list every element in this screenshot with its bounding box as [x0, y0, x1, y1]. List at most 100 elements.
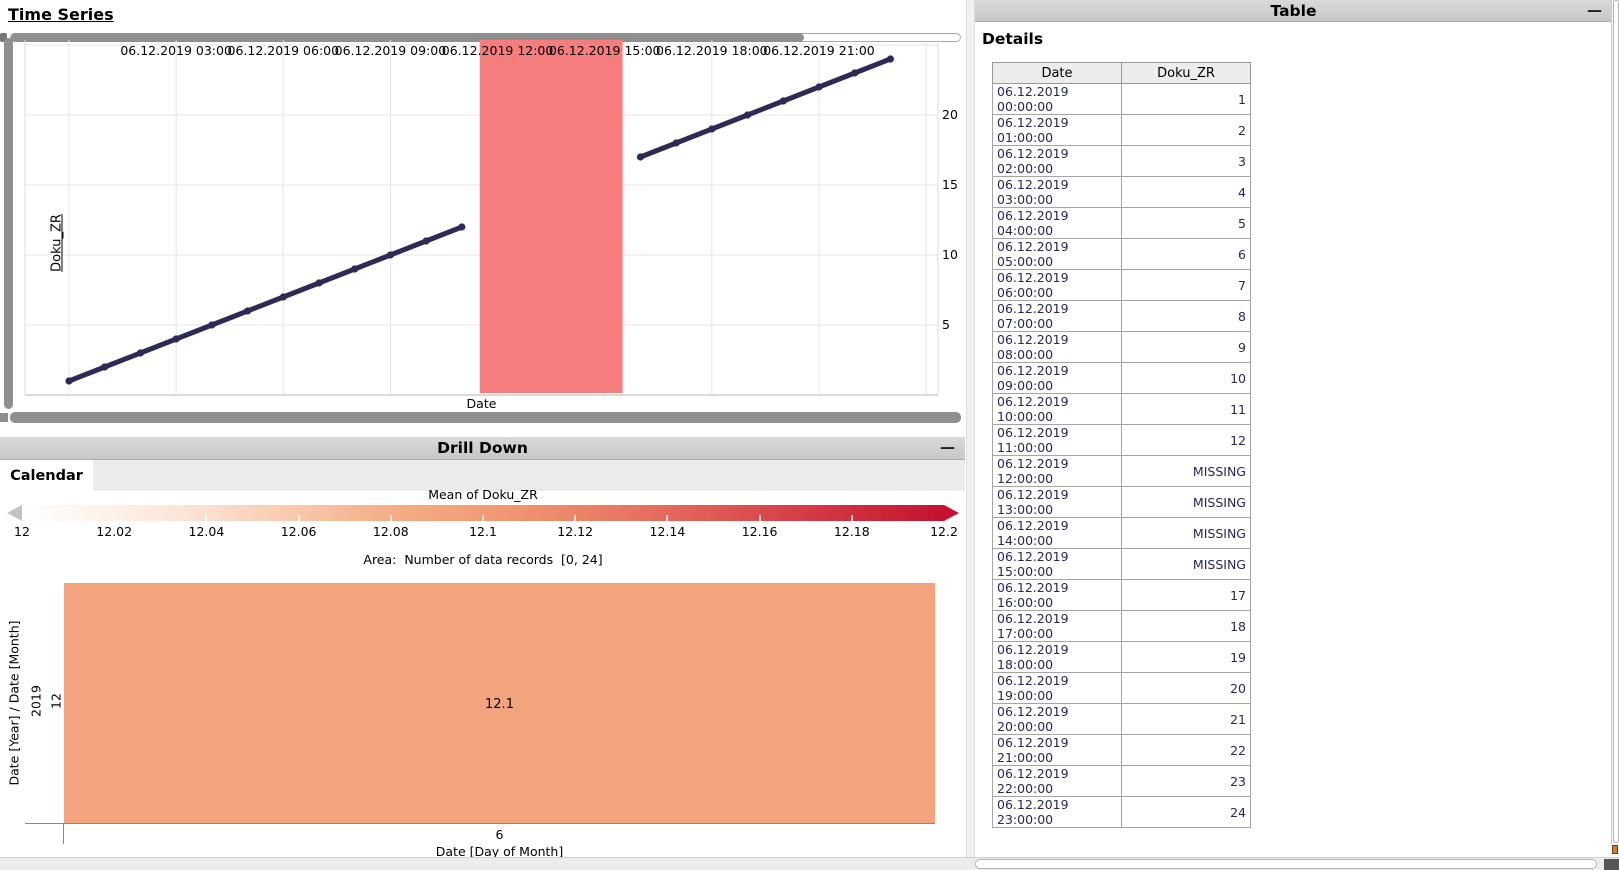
table-row[interactable]: 06.12.2019 02:00:00 3 [992, 145, 1251, 177]
calendar-heatmap-cell[interactable]: 12.1 [64, 583, 935, 823]
cell-value: 18 [1121, 610, 1251, 642]
table-row[interactable]: 06.12.2019 22:00:00 23 [992, 765, 1251, 797]
time-series-y-axis-label[interactable]: Doku_ZR [49, 214, 65, 272]
time-series-title[interactable]: Time Series [8, 5, 114, 24]
data-point[interactable] [636, 153, 645, 161]
cell-value: 19 [1121, 641, 1251, 673]
table-row[interactable]: 06.12.2019 10:00:00 11 [992, 393, 1251, 425]
data-point[interactable] [351, 265, 359, 273]
cell-date: 06.12.2019 13:00:00 [992, 486, 1122, 518]
data-point[interactable] [386, 251, 395, 259]
time-series-plot[interactable]: 06.12.2019 03:00 06.12.2019 06:00 06.12.20… [0, 28, 965, 430]
window-horizontal-scrollbar-thumb[interactable] [975, 859, 1597, 869]
table-row[interactable]: 06.12.2019 17:00:00 18 [992, 610, 1251, 642]
doku-zr-line[interactable] [66, 224, 465, 384]
legend-tick-mark [574, 515, 577, 521]
table-row[interactable]: 06.12.2019 03:00:00 4 [992, 176, 1251, 208]
data-point[interactable] [886, 55, 895, 63]
drill-down-header-bar[interactable]: Drill Down — [0, 437, 965, 460]
data-point[interactable] [172, 335, 180, 343]
legend-tick-mark [205, 515, 208, 521]
table-row[interactable]: 06.12.2019 18:00:00 19 [992, 641, 1251, 673]
table-row[interactable]: 06.12.2019 16:00:00 17 [992, 579, 1251, 611]
table-row[interactable]: 06.12.2019 06:00:00 7 [992, 269, 1251, 301]
table-row[interactable]: 06.12.2019 00:00:00 1 [992, 83, 1251, 115]
time-series-left-scrollbar[interactable] [4, 38, 13, 409]
data-point[interactable] [743, 111, 752, 119]
data-point[interactable] [851, 69, 859, 77]
panel-divider[interactable] [966, 0, 975, 857]
missing-data-band[interactable] [479, 40, 623, 393]
table-row[interactable]: 06.12.2019 23:00:00 24 [992, 796, 1251, 828]
data-point[interactable] [422, 237, 430, 245]
data-point[interactable] [672, 139, 680, 147]
table-row[interactable]: 06.12.2019 09:00:00 10 [992, 362, 1251, 394]
legend-tick-mark [850, 515, 853, 521]
time-series-svg[interactable] [0, 28, 965, 430]
color-legend-right-arrow-icon[interactable] [944, 505, 959, 521]
window-scrollbar-corner [1604, 859, 1619, 870]
table-header-bar[interactable]: Table — [975, 0, 1612, 22]
legend-tick-label: 12.06 [280, 524, 317, 539]
table-row[interactable]: 06.12.2019 14:00:00 MISSING [992, 517, 1251, 549]
data-point[interactable] [315, 279, 323, 287]
table-row[interactable]: 06.12.2019 11:00:00 12 [992, 424, 1251, 456]
table-row[interactable]: 06.12.2019 04:00:00 5 [992, 207, 1251, 239]
drill-down-minimize-button[interactable]: — [940, 438, 955, 456]
table-row[interactable]: 06.12.2019 05:00:00 6 [992, 238, 1251, 270]
data-point[interactable] [279, 293, 287, 301]
column-header-doku-zr[interactable]: Doku_ZR [1121, 62, 1251, 84]
table-row[interactable]: 06.12.2019 13:00:00 MISSING [992, 486, 1251, 518]
table-row[interactable]: 06.12.2019 08:00:00 9 [992, 331, 1251, 363]
data-point[interactable] [208, 321, 216, 329]
time-series-bottom-scrollbar[interactable] [10, 412, 961, 423]
cell-date: 06.12.2019 12:00:00 [992, 455, 1122, 487]
doku-zr-line[interactable] [637, 56, 893, 160]
data-point[interactable] [708, 125, 716, 133]
data-point[interactable] [458, 223, 466, 231]
color-legend-gradient[interactable] [22, 505, 944, 521]
table-row[interactable]: 06.12.2019 15:00:00 MISSING [992, 548, 1251, 580]
cell-date: 06.12.2019 21:00:00 [992, 734, 1122, 766]
tab-calendar[interactable]: Calendar [0, 460, 93, 491]
window-horizontal-scrollbar[interactable] [0, 857, 1619, 870]
data-point[interactable] [779, 97, 787, 105]
table-minimize-button[interactable]: — [1587, 1, 1602, 19]
column-header-date[interactable]: Date [992, 62, 1122, 84]
data-point[interactable] [243, 307, 252, 315]
cell-date: 06.12.2019 15:00:00 [992, 548, 1122, 580]
color-legend-left-arrow-icon[interactable] [7, 505, 22, 521]
data-point[interactable] [101, 363, 109, 371]
time-series-scrollbar-corner [0, 33, 7, 42]
table-row[interactable]: 06.12.2019 01:00:00 2 [992, 114, 1251, 146]
table-row[interactable]: 06.12.2019 07:00:00 8 [992, 300, 1251, 332]
cell-value: 5 [1121, 207, 1251, 239]
table-row[interactable]: 06.12.2019 12:00:00 MISSING [992, 455, 1251, 487]
time-series-y-tick-label: 15 [942, 177, 958, 192]
scroll-corner-icon [1612, 845, 1618, 854]
legend-tick-label: 12.16 [741, 524, 778, 539]
heatmap-y-axis-label: Date [Year] / Date [Month] [6, 620, 22, 786]
legend-tick-mark [389, 515, 392, 521]
cell-value: 6 [1121, 238, 1251, 270]
window-vertical-scrollbar[interactable] [1611, 0, 1619, 845]
cell-value: 11 [1121, 393, 1251, 425]
data-point[interactable] [65, 377, 73, 385]
legend-tick-label: 12.08 [372, 524, 409, 539]
time-series-x-tick-label: 06.12.2019 06:00 [227, 43, 340, 58]
details-subtitle: Details [982, 30, 1044, 48]
cell-date: 06.12.2019 14:00:00 [992, 517, 1122, 549]
table-row[interactable]: 06.12.2019 20:00:00 21 [992, 703, 1251, 735]
table-row[interactable]: 06.12.2019 21:00:00 22 [992, 734, 1251, 766]
cell-value: 1 [1121, 83, 1251, 115]
cell-date: 06.12.2019 04:00:00 [992, 207, 1122, 239]
time-series-x-tick-label: 06.12.2019 21:00 [763, 43, 875, 58]
window-vertical-scrollbar-thumb[interactable] [1613, 0, 1619, 843]
cell-date: 06.12.2019 17:00:00 [992, 610, 1122, 642]
cell-date: 06.12.2019 01:00:00 [992, 114, 1122, 146]
table-row[interactable]: 06.12.2019 19:00:00 20 [992, 672, 1251, 704]
cell-date: 06.12.2019 00:00:00 [992, 83, 1122, 115]
data-point[interactable] [136, 349, 145, 357]
data-point[interactable] [815, 83, 823, 91]
time-series-top-scrollbar-thumb[interactable] [11, 33, 804, 42]
